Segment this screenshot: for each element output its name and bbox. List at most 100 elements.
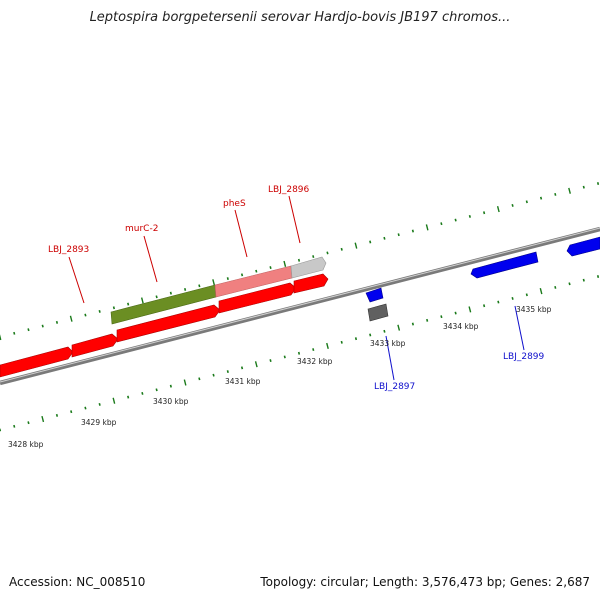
- minor-tick: [184, 288, 187, 291]
- tick-row-bottom: [0, 275, 600, 432]
- minor-tick: [269, 266, 272, 270]
- major-tick: [539, 288, 543, 295]
- minor-tick: [198, 284, 201, 288]
- scale-labels: 3428 kbp 3429 kbp 3430 kbp 3431 kbp 3432…: [8, 305, 552, 449]
- minor-tick: [483, 304, 486, 308]
- minor-tick: [440, 222, 443, 226]
- gene-red-3[interactable]: [116, 304, 221, 343]
- minor-tick: [411, 229, 415, 233]
- minor-tick: [468, 214, 471, 218]
- minor-tick: [84, 313, 87, 317]
- minor-tick: [511, 203, 514, 207]
- forward-genes: [0, 256, 329, 378]
- major-tick: [212, 279, 216, 286]
- gene-red-2[interactable]: [71, 333, 119, 358]
- gene-red-1[interactable]: [0, 346, 74, 378]
- gene-label-pheS: pheS: [223, 199, 246, 209]
- minor-tick: [169, 384, 172, 388]
- label-leaders: [68, 195, 525, 381]
- major-tick: [496, 206, 500, 213]
- minor-tick: [539, 196, 543, 200]
- gene-labels: LBJ_2893 murC-2 pheS LBJ_2896 LBJ_2897 L…: [48, 185, 545, 392]
- minor-tick: [70, 410, 73, 414]
- minor-tick: [596, 182, 600, 185]
- minor-tick: [454, 218, 457, 222]
- major-tick: [254, 361, 258, 368]
- minor-tick: [27, 328, 30, 332]
- gene-red-5[interactable]: [293, 273, 329, 294]
- scale-label: 3430 kbp: [153, 397, 189, 406]
- major-tick: [69, 315, 73, 322]
- minor-tick: [369, 333, 372, 337]
- scale-label: 3429 kbp: [81, 418, 117, 427]
- gene-label-LBJ_2899: LBJ_2899: [503, 352, 545, 362]
- minor-tick: [483, 211, 486, 215]
- reverse-genes: [365, 236, 600, 322]
- minor-tick: [127, 302, 130, 306]
- minor-tick: [596, 275, 600, 278]
- minor-tick: [226, 370, 229, 373]
- major-tick: [425, 224, 429, 231]
- gene-red-4[interactable]: [218, 282, 297, 314]
- minor-tick: [497, 300, 500, 304]
- minor-tick: [312, 255, 315, 259]
- scale-label: 3432 kbp: [297, 357, 333, 366]
- minor-tick: [155, 295, 158, 299]
- minor-tick: [297, 258, 301, 262]
- minor-tick: [98, 309, 101, 313]
- minor-tick: [240, 273, 244, 277]
- major-tick: [568, 187, 571, 194]
- major-tick: [326, 342, 329, 350]
- major-tick: [283, 260, 287, 267]
- minor-tick: [226, 277, 229, 280]
- minor-tick: [269, 359, 272, 363]
- minor-tick: [283, 355, 286, 359]
- minor-tick: [55, 320, 59, 324]
- minor-tick: [84, 406, 87, 410]
- minor-tick: [141, 391, 144, 395]
- scale-label: 3434 kbp: [443, 322, 479, 331]
- minor-tick: [198, 377, 201, 381]
- topology-summary: Topology: circular; Length: 3,576,473 bp…: [260, 575, 590, 589]
- gene-LBJ_2899[interactable]: [470, 251, 539, 279]
- scale-label: 3428 kbp: [8, 440, 44, 449]
- minor-tick: [13, 331, 16, 335]
- gene-grey-small[interactable]: [367, 303, 389, 322]
- minor-tick: [440, 315, 443, 319]
- major-tick: [468, 306, 472, 313]
- minor-tick: [127, 395, 130, 399]
- minor-tick: [41, 324, 44, 328]
- gene-blue-small[interactable]: [365, 287, 384, 303]
- gene-blue-right[interactable]: [566, 236, 600, 257]
- major-tick: [0, 334, 2, 341]
- minor-tick: [98, 402, 101, 406]
- gene-LBJ_2896[interactable]: [290, 256, 327, 279]
- minor-tick: [155, 388, 158, 392]
- minor-tick: [27, 421, 30, 425]
- minor-tick: [383, 236, 386, 240]
- minor-tick: [340, 247, 343, 251]
- minor-tick: [411, 322, 415, 326]
- minor-tick: [426, 318, 429, 322]
- minor-tick: [568, 282, 571, 286]
- minor-tick: [582, 185, 585, 189]
- minor-tick: [297, 351, 301, 355]
- minor-tick: [554, 193, 557, 196]
- scale-label: 3433 kbp: [370, 339, 406, 348]
- minor-tick: [212, 373, 215, 377]
- major-tick: [397, 324, 401, 331]
- minor-tick: [240, 366, 244, 370]
- major-tick: [41, 415, 45, 423]
- gene-label-LBJ_2897: LBJ_2897: [374, 382, 415, 392]
- tick-row-top: [0, 182, 600, 341]
- minor-tick: [55, 413, 59, 417]
- major-tick: [140, 297, 144, 304]
- minor-tick: [554, 286, 557, 289]
- minor-tick: [13, 424, 16, 428]
- map-title: Leptospira borgpetersenii serovar Hardjo…: [89, 10, 511, 25]
- accession-text: Accession: NC_008510: [9, 575, 146, 589]
- major-tick: [112, 397, 116, 404]
- minor-tick: [169, 291, 172, 295]
- minor-tick: [255, 269, 258, 273]
